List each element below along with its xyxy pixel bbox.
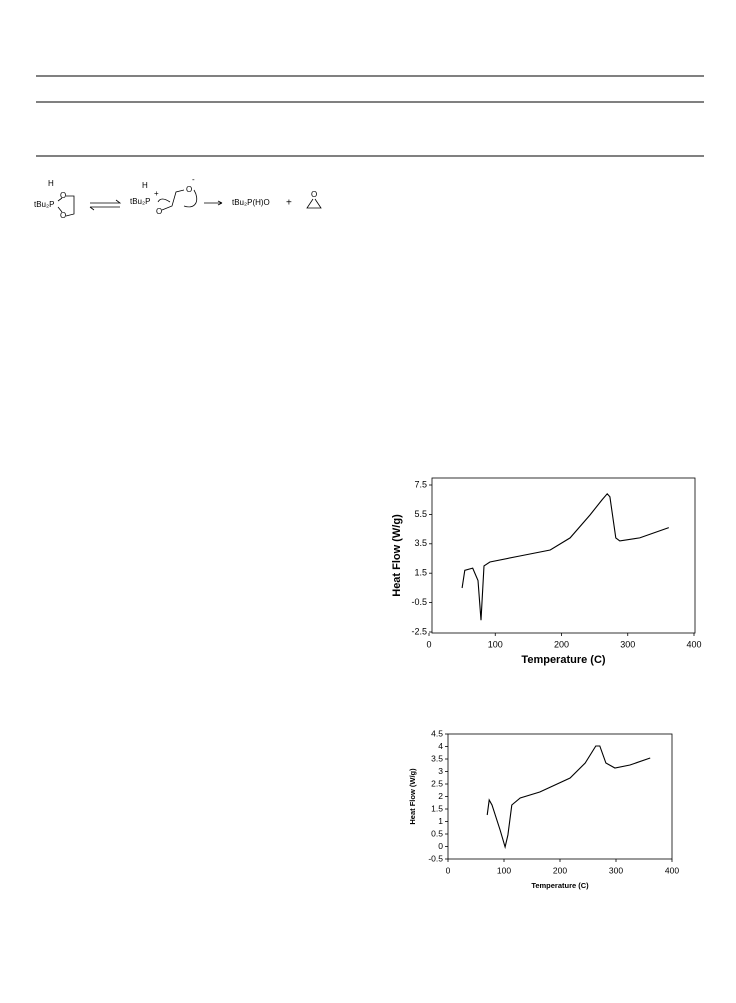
ring <box>57 195 75 217</box>
y-tick-label: 1.5 <box>414 568 427 578</box>
mechanism-arrows <box>157 189 198 211</box>
y-tick-label: 1 <box>438 816 443 826</box>
y-tick-label: 1.5 <box>431 803 443 813</box>
y-tick-label: 4 <box>438 741 443 751</box>
data-line <box>461 492 669 621</box>
epoxide <box>306 198 322 209</box>
x-tick-label: 100 <box>488 639 503 649</box>
atom: O <box>156 207 162 216</box>
data-line <box>486 745 651 850</box>
y-tick-label: 0.5 <box>431 828 443 838</box>
atom: O <box>186 185 192 194</box>
y-tick-label: 0 <box>438 841 443 851</box>
y-tick-label: -2.5 <box>411 626 427 636</box>
x-tick-label: 300 <box>620 639 635 649</box>
charge: - <box>192 175 195 184</box>
x-tick-label: 400 <box>665 865 679 875</box>
charge: + <box>154 189 159 198</box>
y-tick-label: -0.5 <box>428 853 443 863</box>
atom: O <box>60 211 66 220</box>
scheme: H tBu₂P O O H tBu₂P + O O - tBu₂P(H)O + … <box>34 175 322 220</box>
x-tick-label: 300 <box>609 865 623 875</box>
x-tick-label: 400 <box>686 639 701 649</box>
atom: H <box>48 179 54 188</box>
formula: tBu₂P(H)O <box>232 198 270 207</box>
y-tick-label: 7.5 <box>414 479 427 489</box>
y-tick-label: -0.5 <box>411 597 427 607</box>
x-axis-label: Temperature (C) <box>531 881 589 890</box>
x-tick-label: 0 <box>446 865 451 875</box>
plot-frame <box>431 477 696 634</box>
y-axis-label: Heat Flow (W/g) <box>391 514 403 597</box>
x-tick-label: 100 <box>497 865 511 875</box>
formula: tBu₂P <box>34 200 54 209</box>
y-tick-label: 2.5 <box>431 778 443 788</box>
x-tick-label: 200 <box>554 639 569 649</box>
y-tick-label: 4.5 <box>431 728 443 738</box>
plot-frame <box>447 733 673 860</box>
atom: O <box>60 191 66 200</box>
x-axis-label: Temperature (C) <box>521 654 605 666</box>
formula: tBu₂P <box>130 197 150 206</box>
y-axis-label: Heat Flow (W/g) <box>408 768 417 825</box>
y-tick-label: 3.5 <box>414 538 427 548</box>
y-tick-label: 5.5 <box>414 509 427 519</box>
y-tick-label: 3 <box>438 766 443 776</box>
x-tick-label: 0 <box>426 639 431 649</box>
y-tick-label: 2 <box>438 791 443 801</box>
equilibrium-arrow <box>89 199 122 211</box>
arrow <box>204 200 223 206</box>
x-tick-label: 200 <box>553 865 567 875</box>
plus: + <box>286 198 292 209</box>
y-tick-label: 3.5 <box>431 753 443 763</box>
atom: H <box>142 181 148 190</box>
atom: O <box>311 190 317 199</box>
